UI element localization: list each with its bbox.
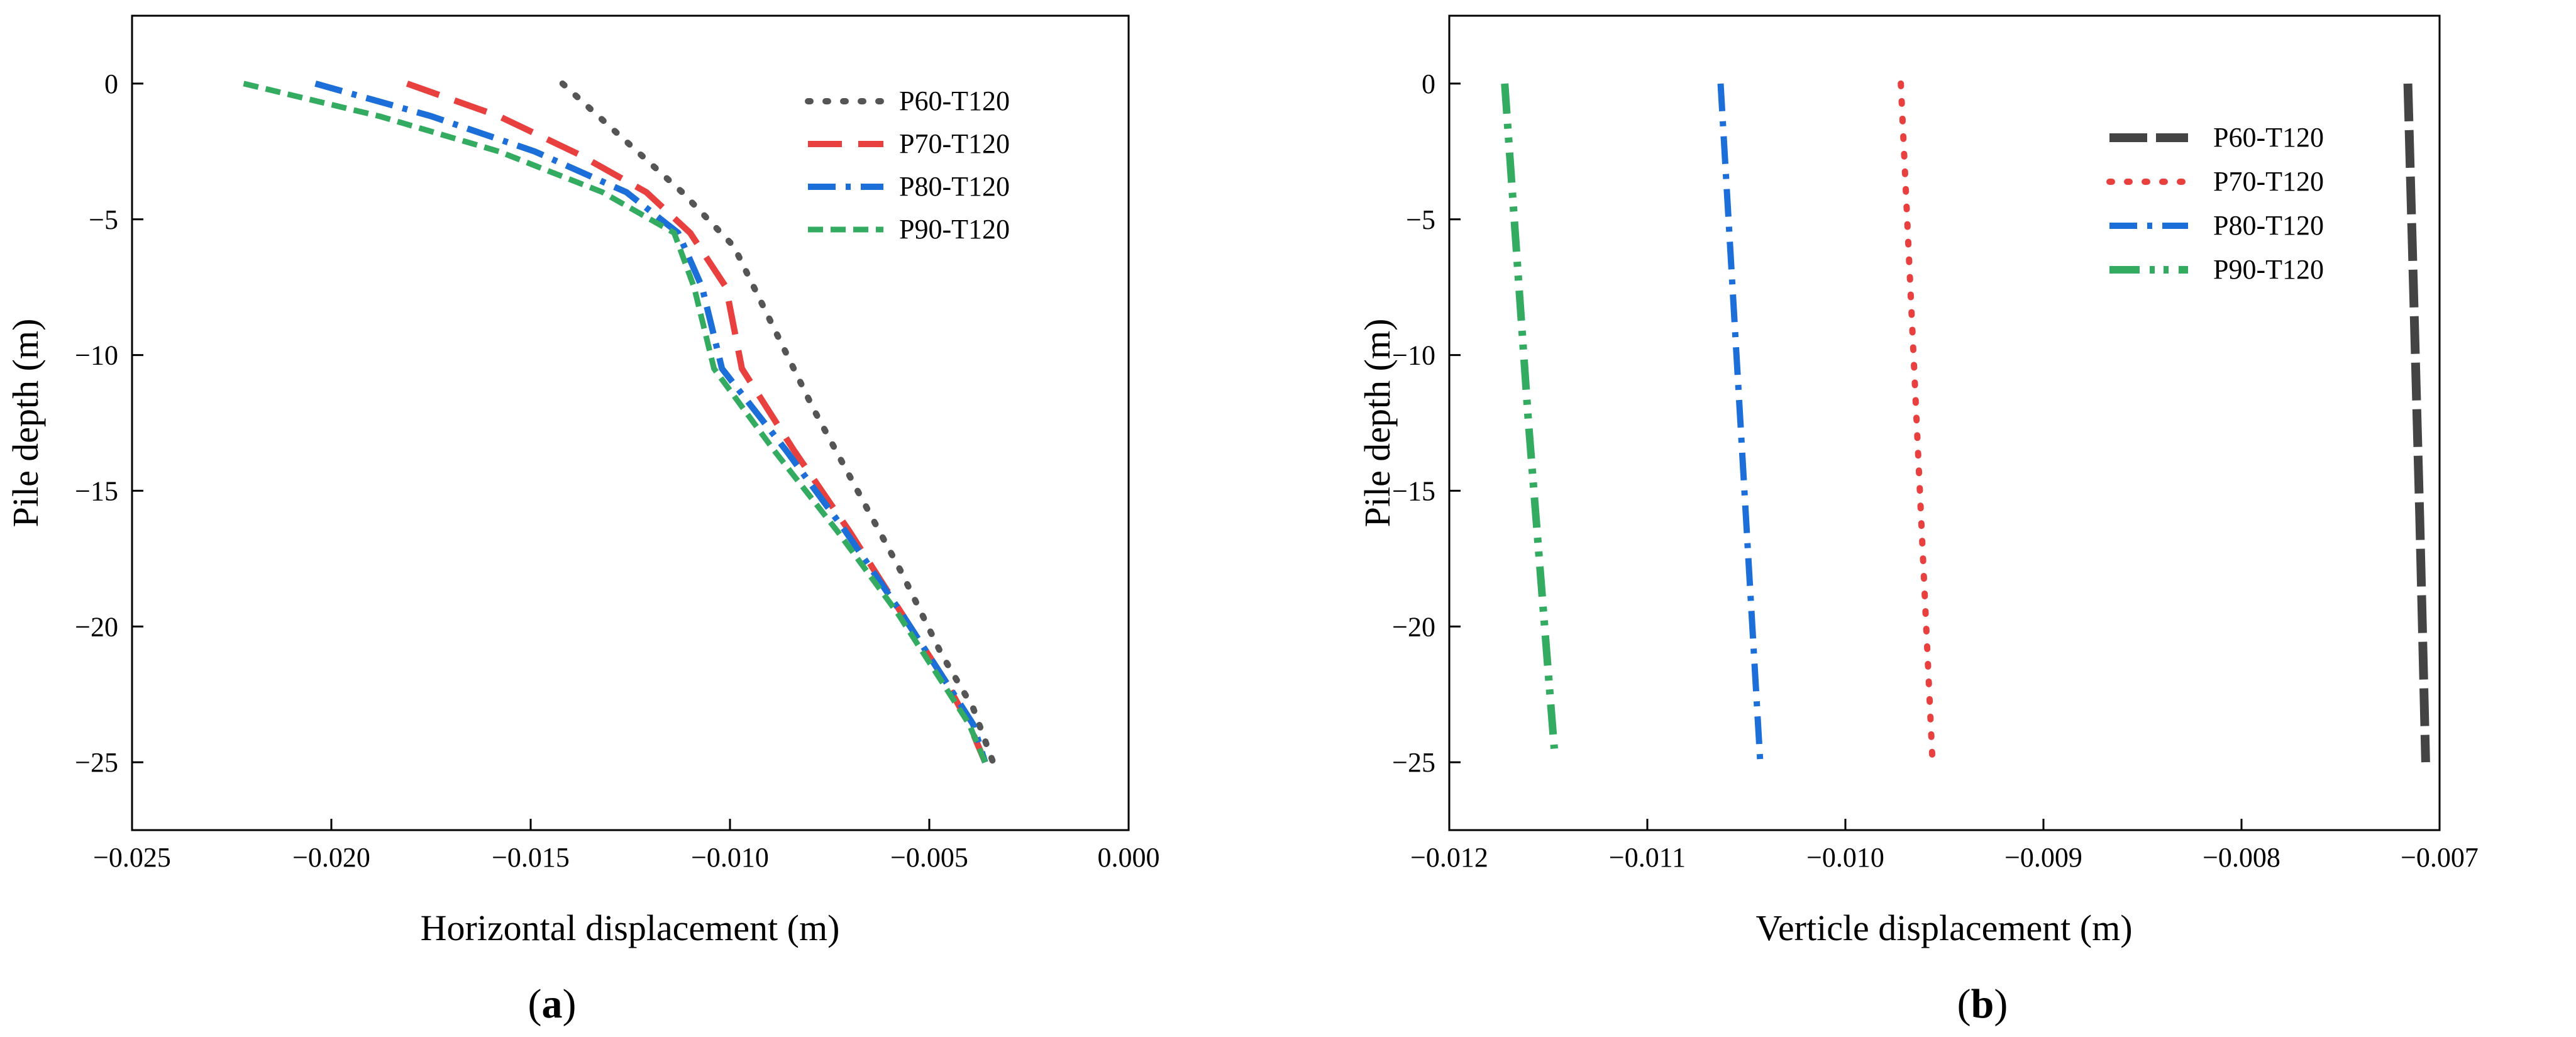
y-tick-label-b-3: −15 xyxy=(1392,475,1435,506)
x-tick-label-b-4: −0.008 xyxy=(2203,842,2280,873)
legend-label-b-p80-t120: P80-T120 xyxy=(2213,210,2324,241)
x-tick-label-a-3: −0.010 xyxy=(691,842,769,873)
x-tick-label-b-5: −0.007 xyxy=(2401,842,2479,873)
panel-label-b-letter: b xyxy=(1971,981,1994,1027)
y-axis-title-a: Pile depth (m) xyxy=(5,319,46,528)
series-line-a-p90-t120 xyxy=(243,80,988,763)
chart-panel-b: −0.012 −0.011 −0.010 −0.009 −0.008 −0.007 0 −5 −… xyxy=(1357,14,2479,948)
series-line-b-p80-t120 xyxy=(1717,83,1764,763)
x-tick-label-a-4: −0.005 xyxy=(890,842,968,873)
series-line-a-p70-t120 xyxy=(406,80,988,764)
y-tick-label-b-5: −25 xyxy=(1392,747,1435,778)
legend-label-b-p70-t120: P70-T120 xyxy=(2213,166,2324,197)
panel-label-a-open: ( xyxy=(528,981,542,1027)
y-tick-label-a-0: 0 xyxy=(104,69,118,99)
y-tick-label-b-0: 0 xyxy=(1422,69,1435,99)
legend-label-a-p70-t120: P70-T120 xyxy=(899,128,1010,159)
panel-label-b: (b) xyxy=(1957,981,2008,1027)
x-tick-label-b-2: −0.010 xyxy=(1806,842,1884,873)
x-tick-label-a-5: 0.000 xyxy=(1098,842,1160,873)
x-tick-label-a-0: −0.025 xyxy=(93,842,171,873)
legend-label-a-p90-t120: P90-T120 xyxy=(899,214,1010,245)
panel-label-a-letter: a xyxy=(542,981,563,1027)
y-tick-label-a-3: −15 xyxy=(75,475,118,506)
y-tick-label-a-2: −10 xyxy=(75,340,118,371)
y-axis-title-b: Pile depth (m) xyxy=(1357,319,1398,528)
series-line-b-p60-t120 xyxy=(2403,83,2430,763)
x-axis-title-a: Horizontal displacement (m) xyxy=(421,907,840,948)
series-line-b-p90-t120 xyxy=(1501,83,1558,749)
plot-frame-a xyxy=(131,14,1130,831)
x-tick-label-a-2: −0.015 xyxy=(492,842,570,873)
y-tick-label-b-1: −5 xyxy=(1406,204,1435,235)
legend-label-a-p80-t120: P80-T120 xyxy=(899,171,1010,202)
y-tick-label-a-5: −25 xyxy=(75,747,118,778)
legend-label-b-p60-t120: P60-T120 xyxy=(2213,122,2324,153)
series-line-b-p70-t120 xyxy=(1898,80,1936,766)
series-line-a-p80-t120 xyxy=(314,80,988,763)
panel-label-b-close: ) xyxy=(1994,981,2008,1027)
y-tick-label-a-1: −5 xyxy=(89,204,118,235)
x-tick-label-b-0: −0.012 xyxy=(1410,842,1488,873)
panel-label-a-close: ) xyxy=(563,981,577,1027)
x-tick-label-b-1: −0.011 xyxy=(1609,842,1686,873)
x-axis-title-b: Verticle displacement (m) xyxy=(1755,907,2132,948)
chart-panel-a: −0.025 −0.020 −0.015 −0.010 −0.005 0.000 0 −5 −1… xyxy=(5,14,1160,948)
legend-label-b-p90-t120: P90-T120 xyxy=(2213,254,2324,285)
plot-frame-b xyxy=(1448,14,2441,831)
panel-label-a: (a) xyxy=(528,981,577,1027)
x-tick-label-a-1: −0.020 xyxy=(292,842,370,873)
y-tick-label-a-4: −20 xyxy=(75,611,118,642)
y-tick-label-b-4: −20 xyxy=(1392,611,1435,642)
panel-label-b-open: ( xyxy=(1957,981,1971,1027)
x-tick-label-b-3: −0.009 xyxy=(2004,842,2082,873)
legend-label-a-p60-t120: P60-T120 xyxy=(899,86,1010,116)
y-tick-label-b-2: −10 xyxy=(1392,340,1435,371)
